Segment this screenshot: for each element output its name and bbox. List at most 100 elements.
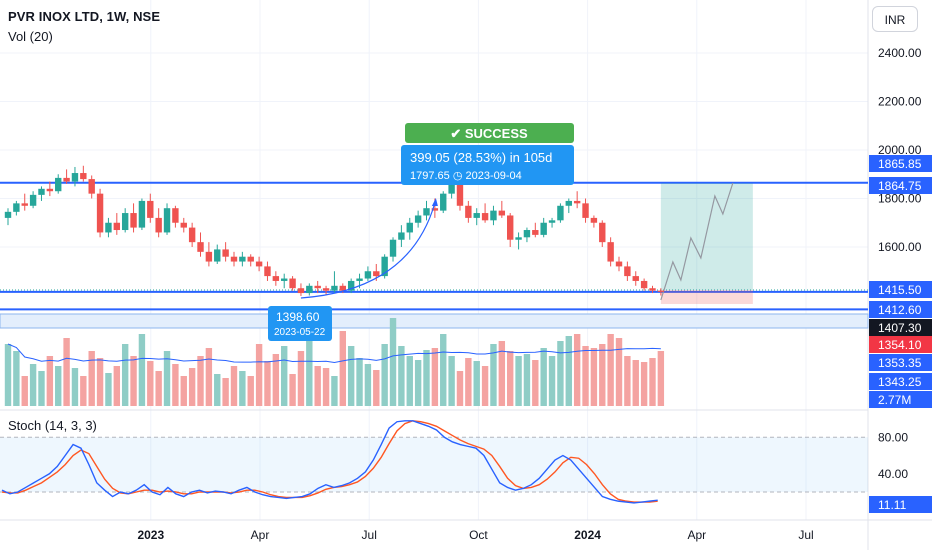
candle [306,283,313,296]
candle [55,174,62,194]
volume-bar [649,358,656,406]
low-callout [268,306,332,341]
volume-bar [80,376,87,406]
volume-bar [222,378,229,406]
price-badge [869,391,932,408]
candle [314,280,321,294]
volume-bar [188,368,196,406]
currency-button[interactable]: INR [872,6,918,32]
volume-bar [565,336,572,406]
candle [29,191,37,209]
volume-bar [130,356,137,406]
volume-bar [389,318,397,406]
volume-bar [63,338,70,406]
volume-bar [71,368,79,406]
volume-bar [440,334,447,406]
time-axis-label: 2024 [574,528,601,542]
candle [515,232,522,250]
candle [138,198,146,231]
stoch-k-line [1,420,658,504]
volume-bar [314,366,321,406]
success-badge [405,123,574,143]
volume-bar [356,358,363,406]
stoch-tick-label: 80.00 [878,430,908,444]
low-callout-price: 1398.60 [276,310,320,324]
price-badge-text: 1865.85 [878,157,922,171]
volume-bar [147,361,154,406]
volume-bar [640,362,648,406]
price-badge-text: 1354.10 [878,338,922,352]
candle [255,256,263,272]
candle [523,227,531,243]
position-target-zone [660,183,753,290]
candle [105,217,112,238]
candle [130,203,137,233]
volume-bar [172,364,179,406]
candle [364,266,372,281]
candle [172,205,179,228]
volume-bar [4,344,12,406]
candle [649,285,656,294]
price-tick-label: 1600.00 [878,240,922,254]
price-badge-text: 1864.75 [878,179,922,193]
volume-bar [607,334,614,406]
candle [456,181,464,211]
volume-bar [456,371,464,406]
stoch-d-line [1,420,658,503]
candle [582,198,589,223]
time-axis-label: 2023 [137,528,164,542]
time-axis-label: Jul [362,528,377,542]
volume-bar [632,360,639,406]
candle [281,273,288,289]
volume-bar [481,366,489,406]
candle [640,278,648,291]
candle [440,191,447,214]
support-zone [0,313,869,329]
candle [599,220,606,247]
volume-bar [272,354,280,406]
price-badge-text: 1353.35 [878,356,922,370]
candle [264,261,271,281]
candle [465,200,472,223]
volume-bar [297,351,305,406]
candle [557,203,564,223]
price-tick-label: 2000.00 [878,143,922,157]
candle [507,213,514,247]
volume-bar [264,361,271,406]
candle [88,175,95,199]
price-badge [869,354,932,371]
price-tick-label: 2400.00 [878,46,922,60]
symbol-title: PVR INOX LTD, 1W, NSE [8,9,161,24]
volume-bar [247,376,254,406]
volume-bar [465,358,472,406]
volume-indicator-label[interactable]: Vol (20) [8,29,53,44]
volume-bar [88,351,95,406]
candle [180,217,187,233]
candle [481,203,489,223]
volume-bar [532,360,539,406]
candle [322,285,330,296]
volume-bar [507,351,514,406]
volume-bar [239,371,246,406]
stochastic-indicator-label[interactable]: Stoch (14, 3, 3) [8,418,97,433]
candle [331,271,338,294]
volume-bar [331,376,338,406]
time-axis-label: Apr [251,528,270,542]
price-badge [869,319,932,336]
volume-bar [306,334,313,406]
volume-bar [406,356,413,406]
candle [239,251,246,267]
rally-arrow [300,202,436,299]
candle [13,200,20,216]
candle [46,181,54,197]
volume-bar [339,331,346,406]
volume-bar [255,344,263,406]
volume-bar [13,351,20,406]
volume-bar [414,360,422,406]
volume-bar [490,344,497,406]
candle [565,198,572,214]
price-badge [869,373,932,390]
candle [272,271,280,286]
volume-bar [448,356,455,406]
